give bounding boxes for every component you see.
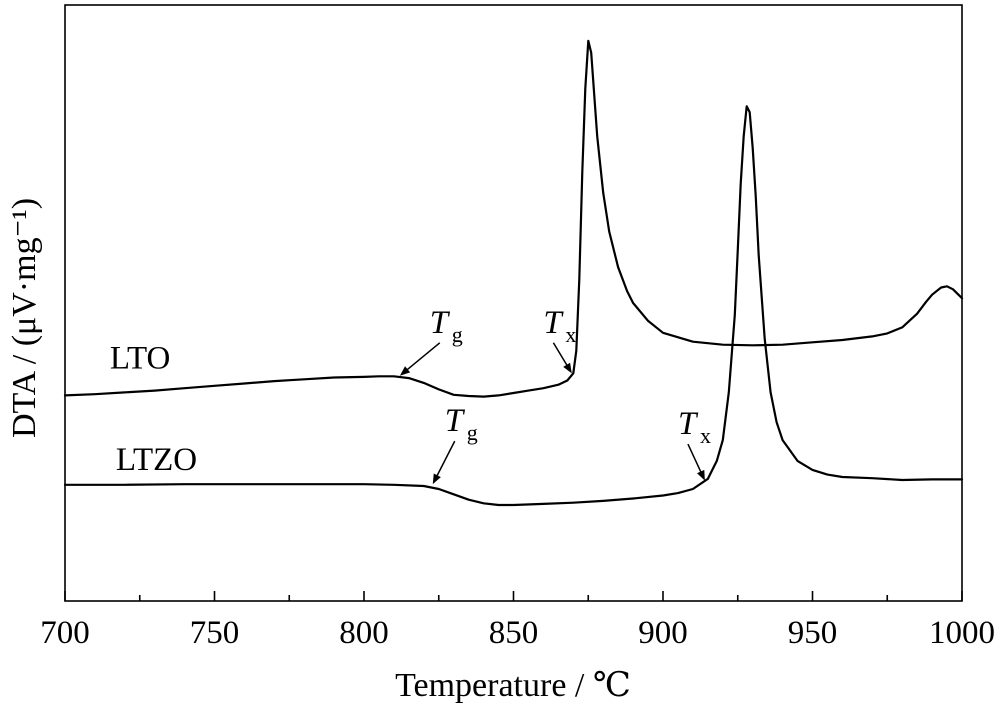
x-axis-tick-labels: 700 750 800 850 900 950 1000 — [40, 615, 995, 651]
x-tick-label-700: 700 — [40, 615, 90, 651]
annotation-arrowhead-3 — [697, 469, 705, 481]
x-tick-label-800: 800 — [339, 615, 389, 651]
annotation-lto-tx: T — [543, 305, 564, 341]
x-tick-label-1000: 1000 — [929, 615, 995, 651]
annotation-ltzo-tg: T — [445, 403, 466, 439]
annotation-subscript-lto-x: x — [565, 322, 576, 347]
annotation-subscript-ltzo-g: g — [467, 420, 478, 445]
data-curves — [63, 39, 964, 507]
x-tick-label-950: 950 — [788, 615, 838, 651]
y-axis-title: DTA / (μV·mg⁻¹) — [6, 198, 43, 438]
annotation-subscript-lto-g: g — [452, 322, 463, 347]
plot-frame — [64, 4, 963, 602]
x-tick-label-900: 900 — [638, 615, 688, 651]
x-tick-label-850: 850 — [489, 615, 539, 651]
series-labels: LTO LTZO — [110, 341, 197, 478]
x-axis-title: Temperature / ℃ — [395, 667, 631, 704]
annotation-arrowhead-1 — [563, 362, 572, 374]
annotation-subscript-ltzo-x: x — [700, 423, 711, 448]
annotation-arrow-line-0 — [400, 342, 441, 376]
annotation-arrowhead-0 — [399, 366, 411, 376]
series-line-lto — [63, 39, 964, 398]
annotation-ltzo-tx: T — [678, 406, 699, 442]
series-line-ltzo — [63, 105, 964, 507]
annotation-lto-tg: T — [430, 305, 451, 341]
x-axis-ticks — [64, 591, 963, 601]
series-label-ltzo: LTZO — [116, 442, 197, 478]
series-label-lto: LTO — [110, 341, 171, 377]
x-tick-label-750: 750 — [190, 615, 240, 651]
annotation-arrowhead-2 — [432, 473, 441, 485]
